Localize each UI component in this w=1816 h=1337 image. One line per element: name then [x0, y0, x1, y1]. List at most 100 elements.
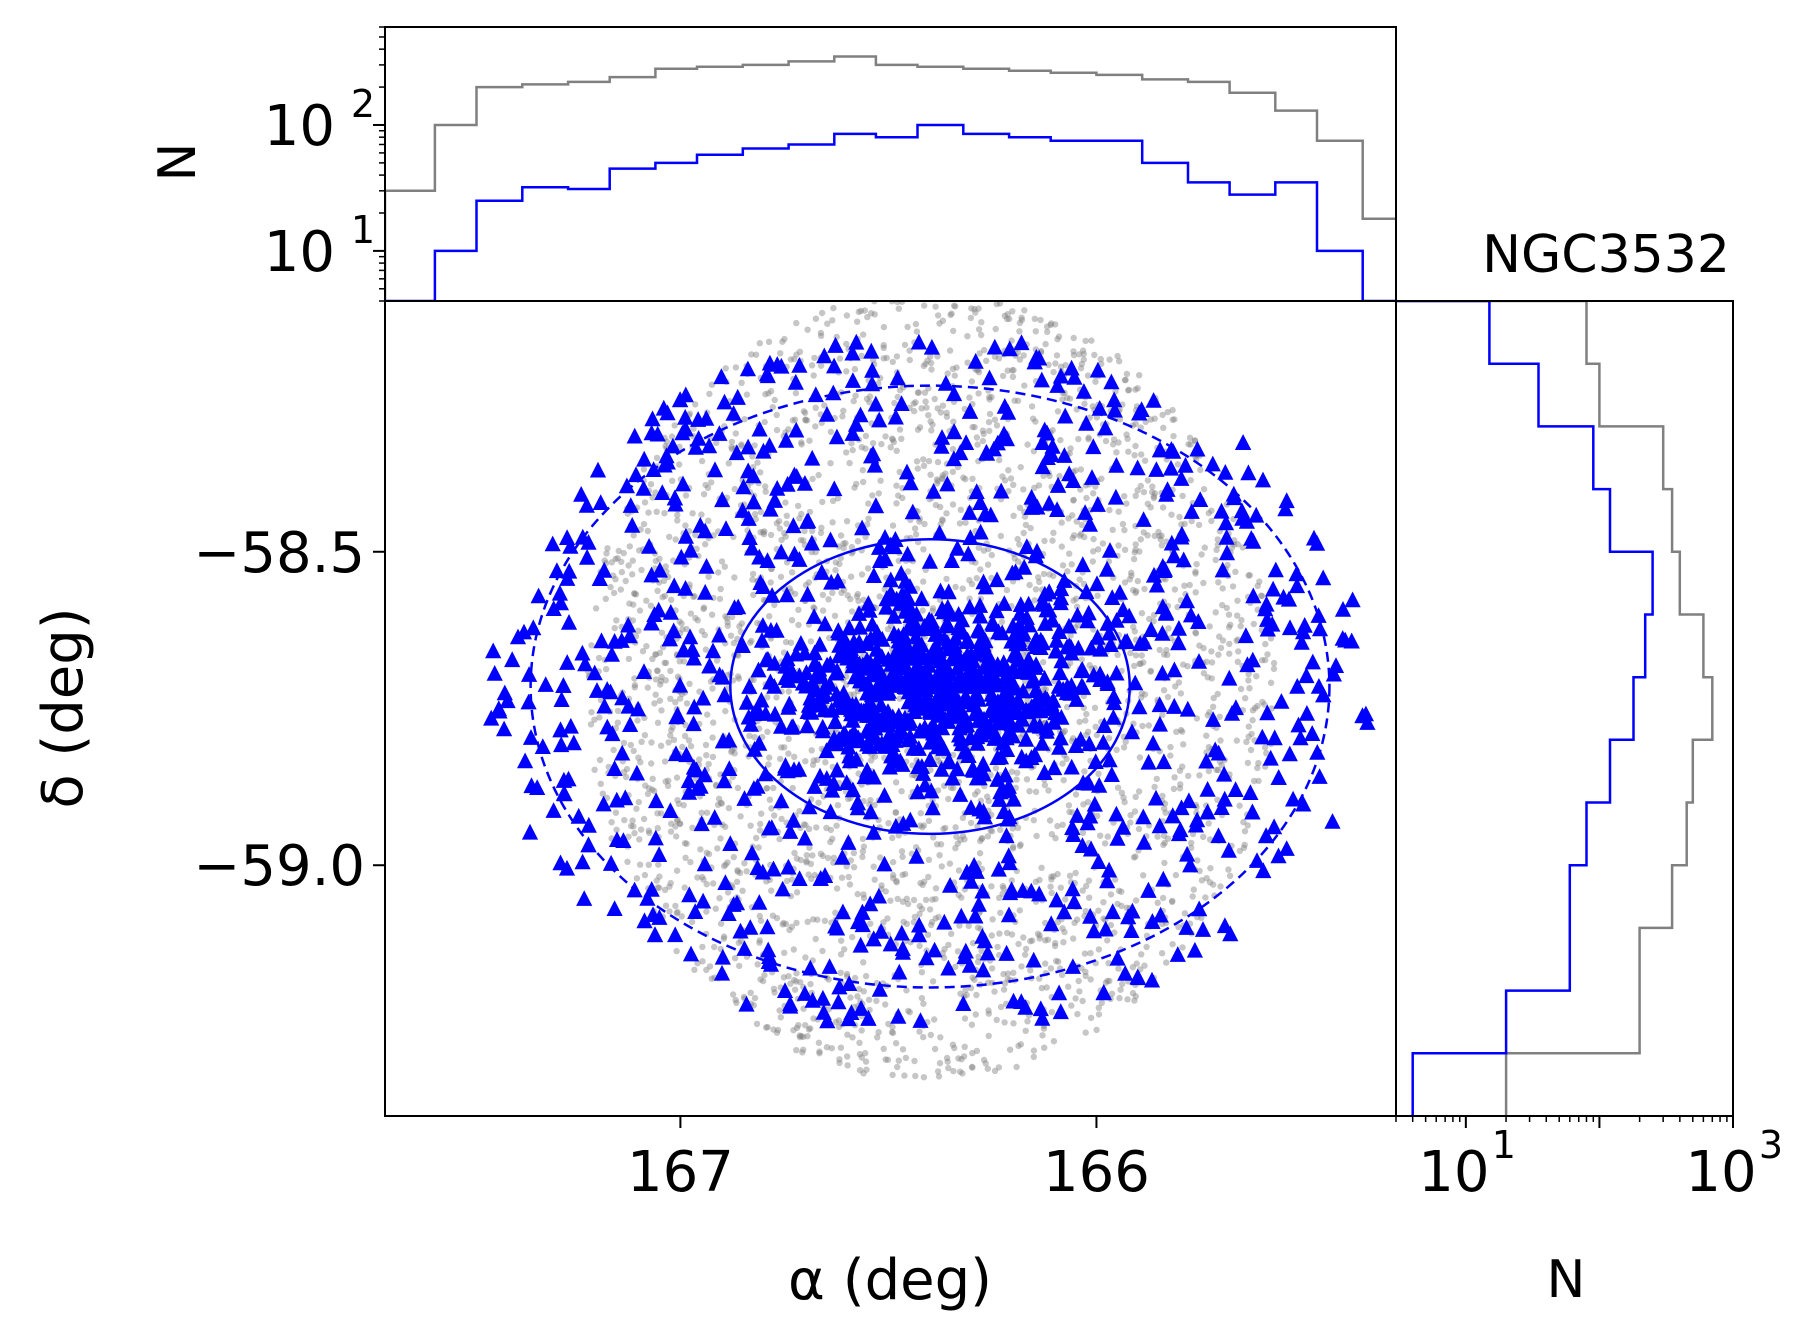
all-stars-point	[1020, 486, 1027, 493]
all-stars-point	[683, 700, 691, 707]
member-star-point	[630, 700, 647, 717]
all-stars-point	[850, 691, 858, 698]
member-star-point	[972, 523, 989, 540]
member-star-point	[580, 534, 597, 550]
all-stars-point	[1013, 776, 1020, 783]
member-star-point	[739, 360, 756, 377]
all-stars-point	[704, 711, 711, 718]
all-stars-point	[1114, 651, 1121, 658]
all-stars-point	[1174, 461, 1182, 468]
all-stars-point	[949, 468, 957, 476]
all-stars-point	[770, 985, 778, 992]
all-stars-point	[1216, 633, 1223, 640]
all-stars-point	[1116, 358, 1123, 365]
member-star-point	[992, 748, 1010, 765]
member-star-point	[1170, 634, 1187, 651]
member-star-point	[860, 1009, 877, 1026]
all-stars-point	[862, 533, 869, 541]
all-stars-point	[821, 917, 829, 924]
all-stars-point	[1001, 312, 1008, 319]
all-stars-point	[833, 822, 840, 829]
all-stars-point	[1014, 397, 1022, 404]
member-star-point	[1157, 605, 1175, 621]
all-stars-point	[622, 773, 630, 781]
member-star-point	[662, 604, 679, 620]
all-stars-point	[902, 870, 909, 878]
member-star-point	[1088, 575, 1106, 592]
member-star-point	[698, 558, 715, 574]
all-stars-point	[948, 310, 955, 317]
all-stars-point	[1063, 755, 1070, 763]
all-stars-point	[718, 800, 725, 807]
all-stars-point	[1087, 950, 1094, 957]
member-star-point	[894, 586, 911, 602]
all-stars-point	[935, 1073, 943, 1080]
member-star-point	[1255, 862, 1272, 879]
member-star-point	[521, 666, 538, 682]
all-stars-point	[782, 499, 789, 506]
all-stars-point	[1210, 694, 1217, 702]
all-stars-point	[1054, 870, 1061, 878]
all-stars-point	[825, 596, 832, 603]
member-star-point	[559, 654, 576, 670]
member-star-point	[966, 856, 983, 873]
all-stars-point	[1198, 914, 1205, 922]
all-stars-point	[893, 879, 900, 886]
member-star-point	[1104, 903, 1121, 920]
member-star-point	[796, 644, 813, 661]
all-stars-point	[734, 868, 741, 875]
all-stars-point	[732, 430, 739, 437]
member-star-point	[651, 909, 668, 925]
member-star-point	[1016, 559, 1033, 575]
all-stars-point	[949, 1041, 957, 1048]
member-star-point	[1155, 870, 1172, 887]
member-star-point	[898, 678, 915, 695]
member-star-point	[1056, 903, 1073, 920]
member-star-point	[1043, 915, 1060, 932]
member-star-point	[882, 571, 899, 588]
all-stars-point	[1200, 644, 1207, 652]
all-stars-point	[1164, 693, 1172, 701]
all-stars-point	[1154, 899, 1161, 906]
member-star-point	[485, 642, 502, 659]
member-star-point	[970, 704, 987, 721]
all-stars-point	[892, 779, 900, 786]
all-stars-point	[1059, 760, 1066, 767]
all-stars-point	[1209, 703, 1217, 710]
all-stars-point	[677, 820, 684, 828]
member-star-point	[696, 855, 713, 872]
member-star-point	[854, 903, 871, 920]
all-stars-point	[741, 416, 748, 423]
all-stars-point	[1134, 487, 1141, 494]
all-stars-point	[1131, 662, 1138, 670]
all-stars-point	[793, 1024, 801, 1032]
member-star-point	[972, 607, 989, 624]
all-stars-point	[1140, 659, 1147, 666]
all-stars-point	[596, 714, 603, 721]
member-star-point	[759, 918, 776, 935]
member-star-point	[782, 823, 799, 839]
member-star-point	[759, 650, 776, 667]
all-stars-point	[988, 965, 996, 972]
all-stars-point	[638, 566, 645, 574]
all-stars-point	[1174, 603, 1181, 611]
all-stars-point	[700, 491, 708, 498]
member-star-point	[1066, 369, 1083, 385]
member-star-point	[1078, 583, 1095, 600]
member-star-point	[921, 553, 938, 569]
member-star-point	[908, 848, 925, 864]
member-star-point	[1324, 813, 1341, 829]
all-stars-point	[1047, 965, 1055, 972]
all-stars-point	[1241, 828, 1249, 835]
all-stars-point	[1167, 743, 1174, 751]
all-stars-point	[1021, 951, 1029, 958]
all-stars-point	[820, 793, 827, 800]
member-star-point	[1034, 735, 1051, 751]
member-star-point	[780, 699, 797, 715]
all-stars-point	[626, 600, 633, 607]
member-star-point	[919, 657, 936, 673]
all-stars-point	[781, 744, 788, 751]
all-stars-point	[844, 592, 851, 599]
all-stars-point	[813, 824, 820, 831]
all-stars-point	[647, 481, 655, 488]
